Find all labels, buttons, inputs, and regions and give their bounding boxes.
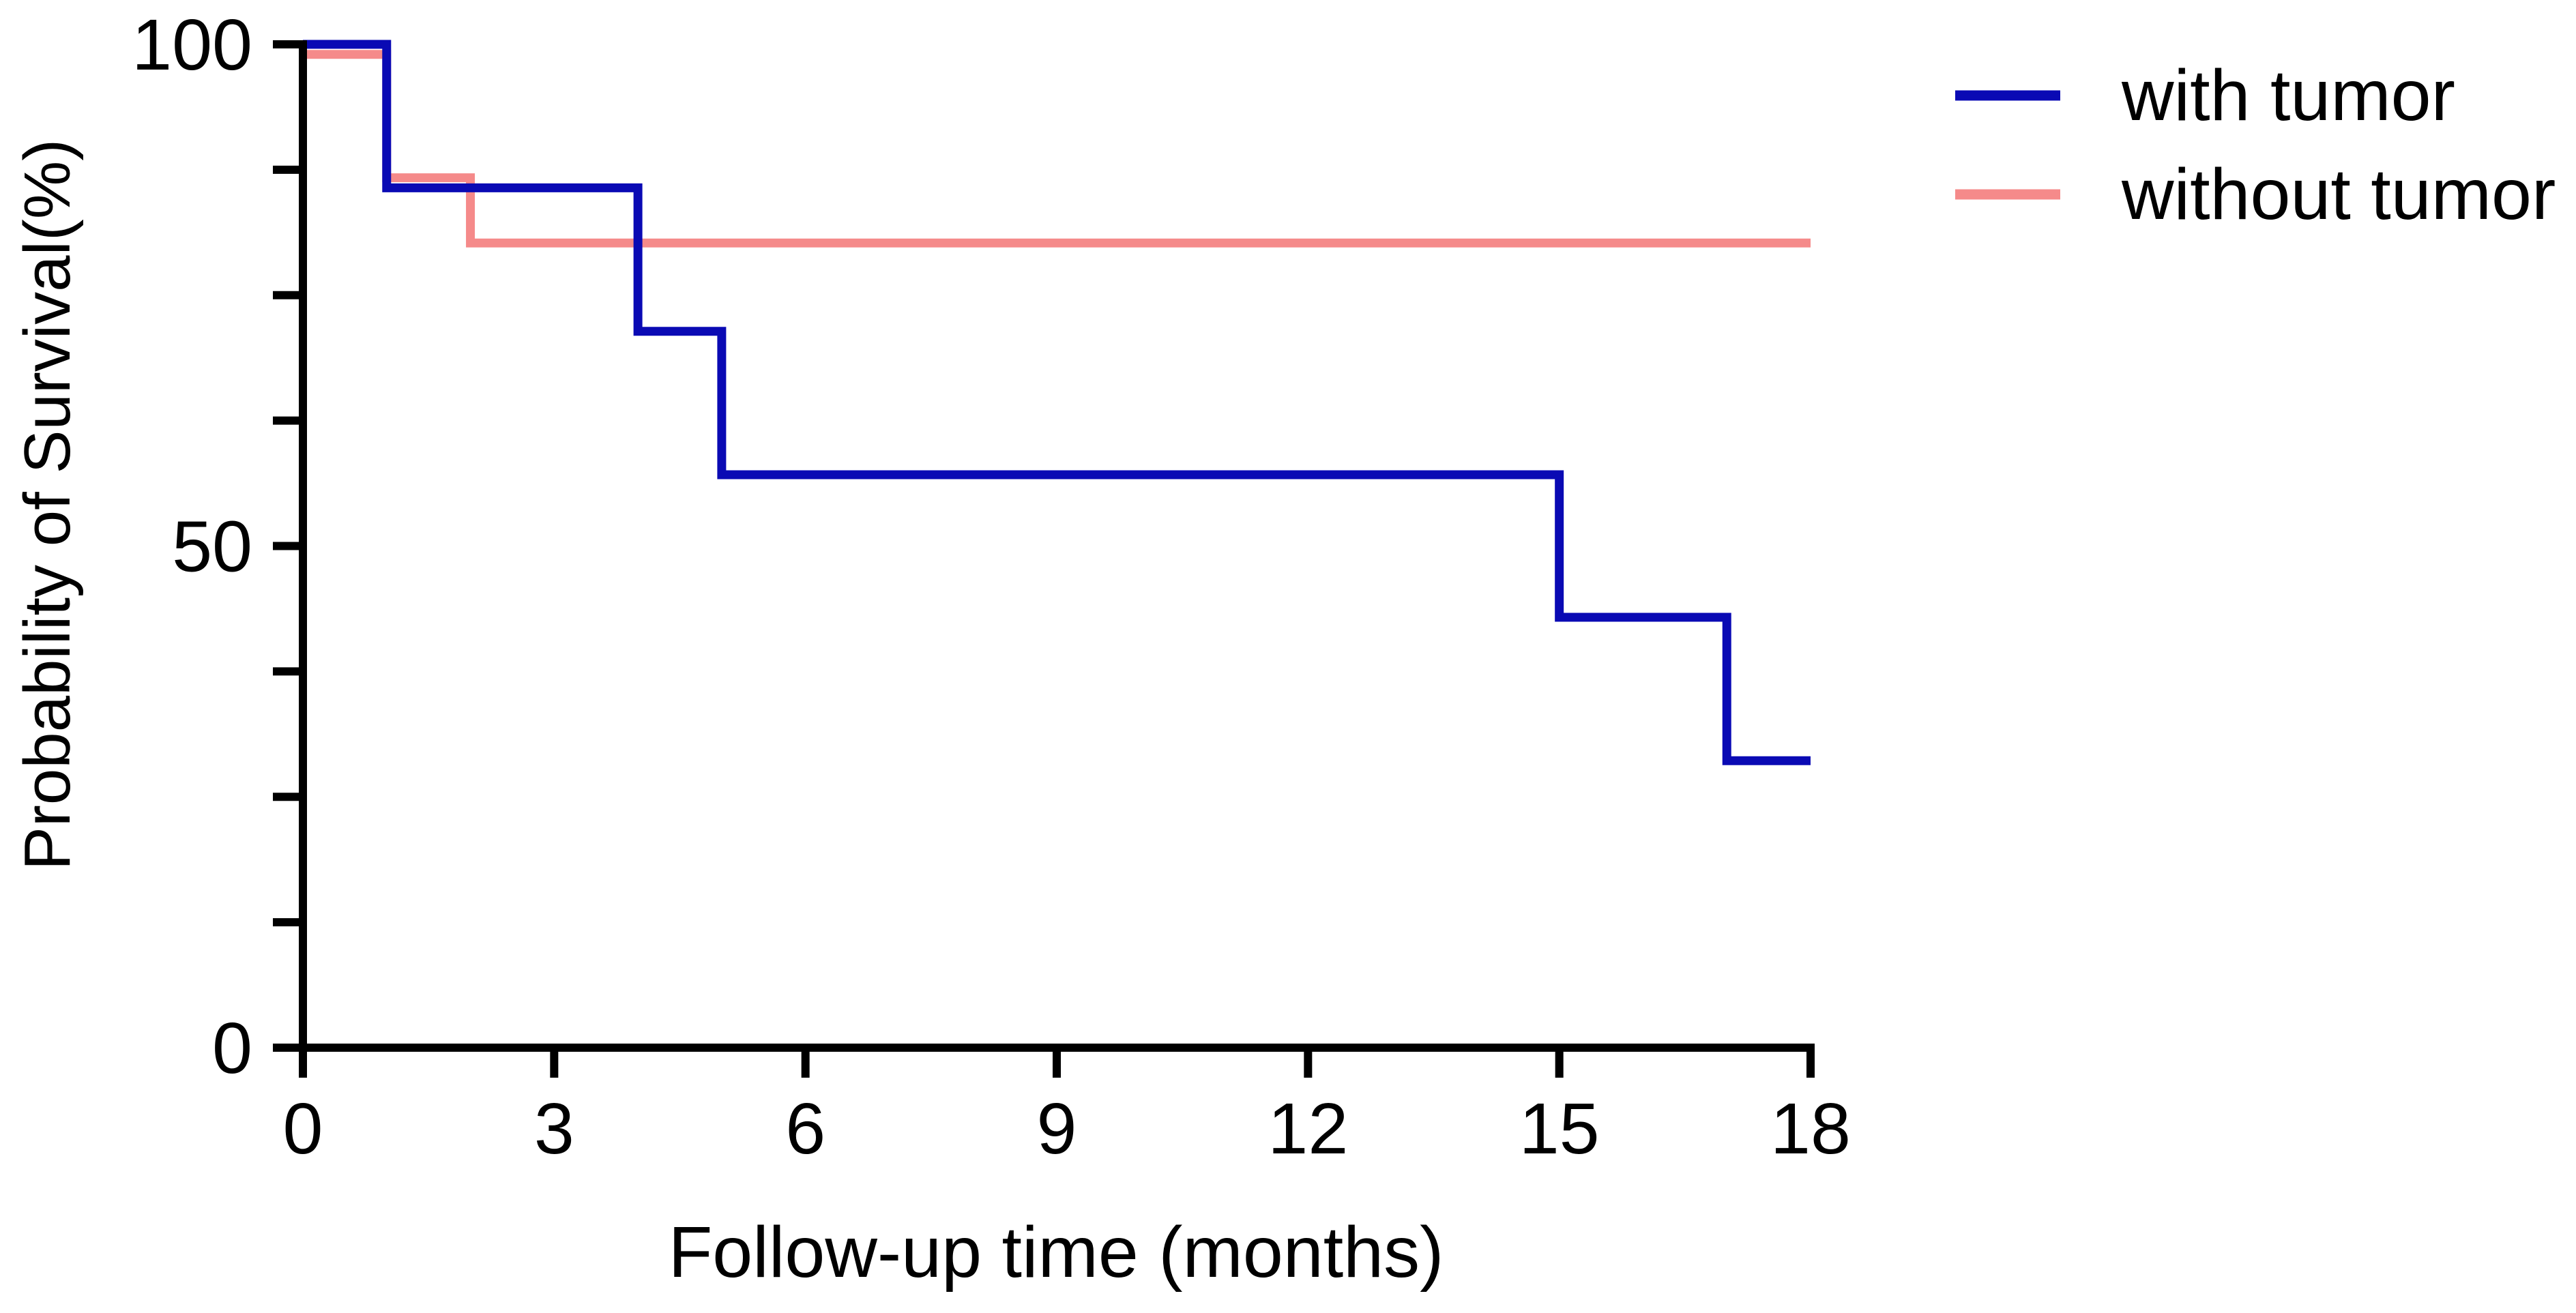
x-tick-label: 9 (1037, 1089, 1077, 1169)
y-tick-label: 100 (132, 5, 252, 85)
x-tick-label: 0 (283, 1089, 323, 1169)
x-axis-label: Follow-up time (months) (669, 1212, 1444, 1293)
series-layer (303, 40, 1811, 765)
series-line-with-tumor (303, 40, 1811, 765)
x-tick-label: 6 (785, 1089, 825, 1169)
y-axis-label: Probability of Survival(%) (11, 139, 84, 870)
legend-label-without-tumor: without tumor (2121, 154, 2556, 235)
x-tick-label: 12 (1268, 1089, 1348, 1169)
x-tick-label: 18 (1770, 1089, 1851, 1169)
y-tick-label: 50 (172, 507, 252, 587)
x-tick-label: 15 (1519, 1089, 1600, 1169)
legend: with tumor without tumor (1955, 55, 2556, 235)
x-tick-label: 3 (534, 1089, 574, 1169)
y-tick-label: 0 (212, 1008, 252, 1089)
labels-layer: Follow-up time (months) Probability of S… (11, 139, 1444, 1293)
ticks-layer: 0 3 6 9 12 15 18 0 50 100 (132, 5, 1851, 1169)
series-line-without-tumor (303, 50, 1811, 248)
legend-label-with-tumor: with tumor (2121, 55, 2455, 136)
